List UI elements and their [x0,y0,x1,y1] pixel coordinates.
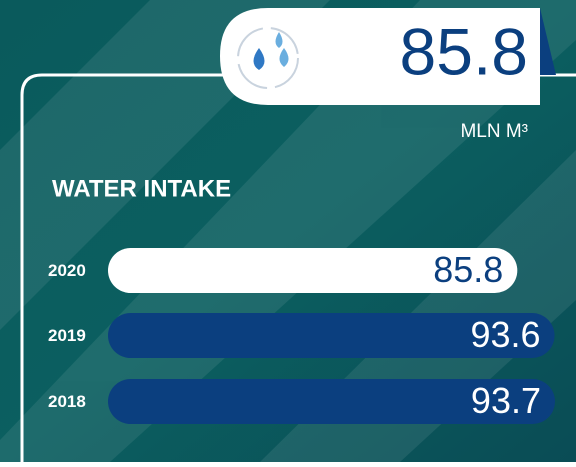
bar [108,248,518,293]
headline-unit: MLN M³ [460,121,528,142]
value-label: 85.8 [433,249,503,290]
frame [20,73,576,467]
water-icon [237,27,299,89]
headline-tab [540,8,556,75]
value-label: 93.7 [471,380,541,421]
category-label: 2020 [48,261,86,280]
category-label: 2018 [48,392,86,411]
chart-title: WATER INTAKE [52,175,231,202]
category-label: 2019 [48,326,86,345]
headline-box [220,8,540,105]
bar [108,379,555,424]
bar [108,313,555,358]
value-label: 93.6 [470,314,540,355]
headline-value: 85.8 [400,14,528,88]
